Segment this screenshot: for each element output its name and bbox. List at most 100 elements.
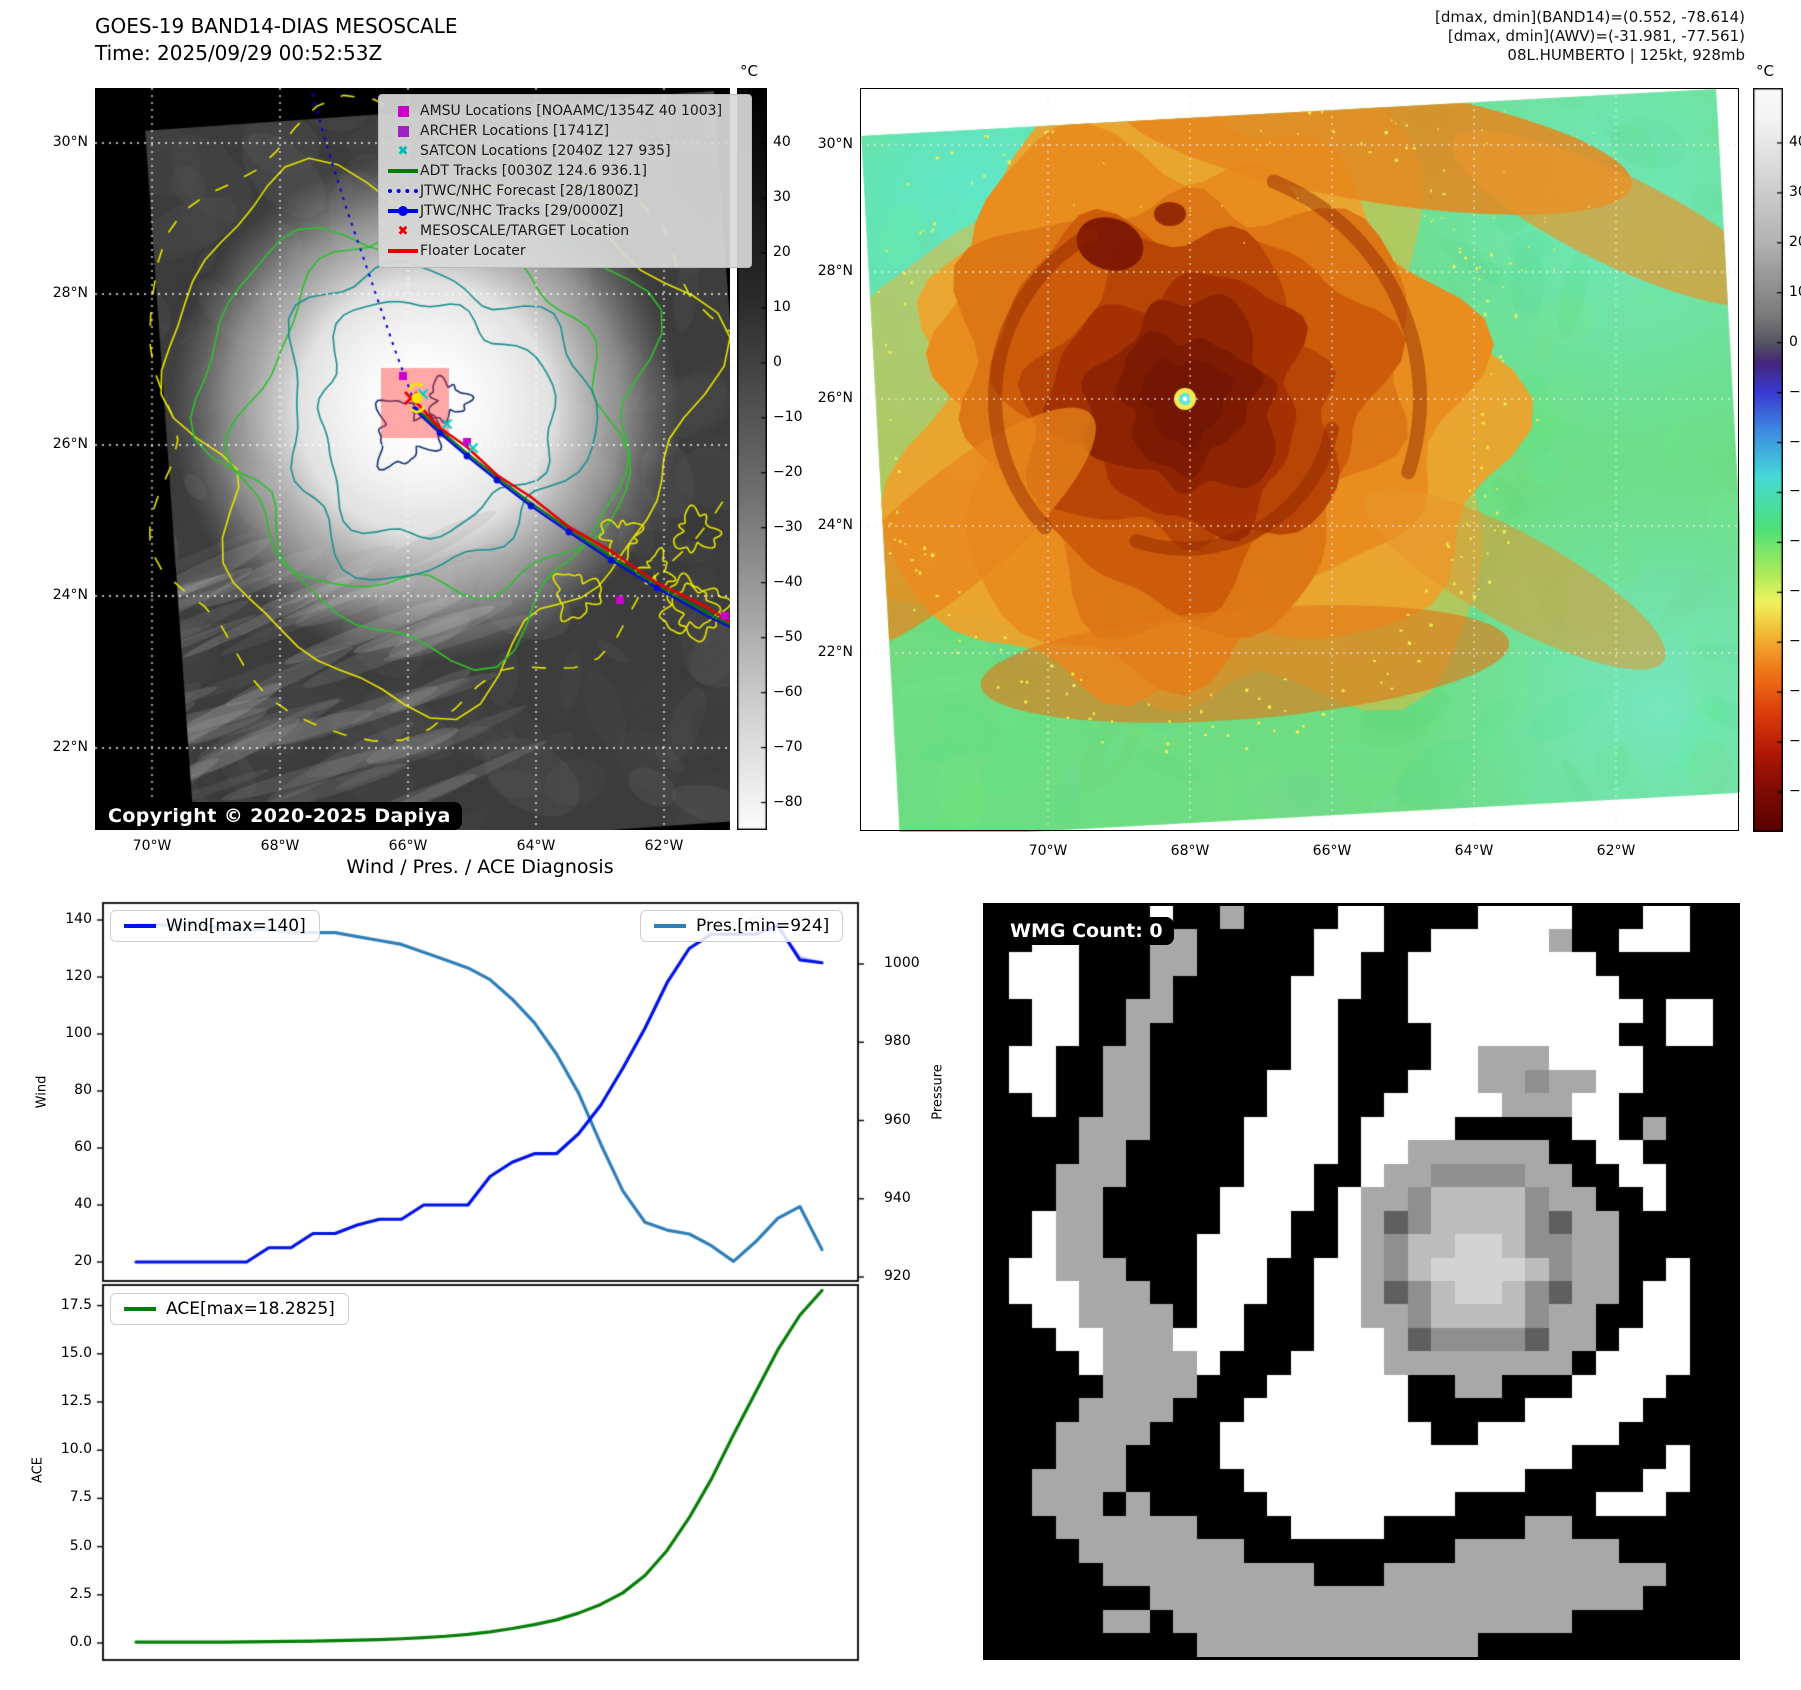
tr-colorbar-tick-label: 40 xyxy=(1789,133,1801,150)
tr-lon-tick-label: 64°W xyxy=(1454,843,1494,859)
legend-row: ARCHER Locations [1741Z] xyxy=(386,121,742,141)
tr-lon-tick-label: 62°W xyxy=(1596,843,1636,859)
legend-row: Floater Locater xyxy=(386,241,742,261)
legend-row: ADT Tracks [0030Z 124.6 936.1] xyxy=(386,161,742,181)
tr-lat-tick-label: 26°N xyxy=(817,390,853,406)
wind-ytick-label: 60 xyxy=(74,1139,92,1155)
dot-part xyxy=(398,206,408,216)
tl-subtitle: Time: 2025/09/29 00:52:53Z xyxy=(95,41,383,65)
legend-item-label: MESOSCALE/TARGET Location xyxy=(420,223,630,239)
pres-legend-line-swatch xyxy=(654,924,686,928)
tl-lon-tick-label: 68°W xyxy=(260,838,300,854)
legend-row: ✖ MESOSCALE/TARGET Location xyxy=(386,221,742,241)
wind-legend-line-swatch xyxy=(124,924,156,928)
pressure-ylabel: Pressure xyxy=(930,1064,946,1120)
legend-marker-square xyxy=(386,125,420,137)
legend-row: ✖ SATCON Locations [2040Z 127 935] xyxy=(386,141,742,161)
legend-item-label: ADT Tracks [0030Z 124.6 936.1] xyxy=(420,163,647,179)
tl-lat-tick-label: 28°N xyxy=(52,285,88,301)
legend-marker-line xyxy=(386,249,420,253)
legend-item-label: AMSU Locations [NOAAMC/1354Z 40 1003] xyxy=(420,103,723,119)
legend-marker-x: ✖ xyxy=(386,144,420,159)
tl-colorbar-tick-label: −40 xyxy=(773,573,803,590)
ace-ytick-label: 10.0 xyxy=(60,1441,92,1458)
tr-colorbar-tick-label: −90 xyxy=(1789,783,1801,800)
tr-header-line1: [dmax, dmin](BAND14)=(0.552, -78.614) xyxy=(1434,8,1745,26)
tr-lon-tick-label: 68°W xyxy=(1170,843,1210,859)
x-marker-icon: ✖ xyxy=(397,223,409,239)
wind-ytick-label: 120 xyxy=(65,968,92,984)
tr-lon-tick-label: 70°W xyxy=(1028,843,1068,859)
tr-lat-tick-label: 24°N xyxy=(817,517,853,533)
tl-title: GOES-19 BAND14-DIAS MESOSCALE xyxy=(95,14,458,38)
tr-colorbar-unit: °C xyxy=(1756,62,1774,80)
ace-ytick-label: 5.0 xyxy=(69,1537,92,1554)
tr-colorbar-tick-label: −70 xyxy=(1789,683,1801,700)
ace-ytick-label: 2.5 xyxy=(69,1585,92,1602)
tl-lat-tick-label: 30°N xyxy=(52,134,88,150)
tl-colorbar-tick-label: 30 xyxy=(773,188,791,205)
wind-legend: Wind[max=140] xyxy=(110,910,320,942)
pres-legend-label: Pres.[min=924] xyxy=(696,916,830,936)
legend-marker-x: ✖ xyxy=(386,224,420,239)
ace-chart-canvas xyxy=(85,1277,885,1668)
tl-colorbar-tick-label: 20 xyxy=(773,243,791,260)
tr-header: [dmax, dmin](BAND14)=(0.552, -78.614) [d… xyxy=(1435,8,1745,65)
tl-colorbar-tick-label: −20 xyxy=(773,463,803,480)
ace-ytick-label: 0.0 xyxy=(69,1634,92,1650)
dotted-line-marker-icon xyxy=(388,189,418,193)
legend-row: AMSU Locations [NOAAMC/1354Z 40 1003] xyxy=(386,101,742,121)
legend-item-label: Floater Locater xyxy=(420,243,526,259)
pres-legend: Pres.[min=924] xyxy=(640,910,844,942)
pressure-ytick-label: 1000 xyxy=(884,955,920,971)
copyright-badge: Copyright © 2020-2025 Dapiya xyxy=(97,802,462,830)
legend-marker-square xyxy=(386,105,420,117)
pressure-ytick-label: 960 xyxy=(884,1111,911,1128)
tl-colorbar-tick-label: −70 xyxy=(773,738,803,755)
tl-lon-tick-label: 70°W xyxy=(132,838,172,854)
wmg-grid-canvas xyxy=(986,906,1737,1657)
tl-colorbar-unit: °C xyxy=(740,62,758,80)
tr-colorbar-tick-label: 20 xyxy=(1789,233,1801,250)
ace-legend-line-swatch xyxy=(124,1307,156,1311)
tl-colorbar-tick-label: 0 xyxy=(773,353,782,370)
tr-colorbar-canvas xyxy=(1753,88,1783,832)
legend-marker-line xyxy=(386,169,420,173)
legend-item-label: JTWC/NHC Tracks [29/0000Z] xyxy=(420,203,624,219)
tr-colorbar-tick-label: −80 xyxy=(1789,733,1801,750)
line-marker-icon xyxy=(388,169,418,173)
charts-title: Wind / Pres. / ACE Diagnosis xyxy=(346,856,614,878)
tr-lat-tick-label: 28°N xyxy=(817,263,853,279)
line-marker-icon xyxy=(388,249,418,253)
tr-colorbar-tick-label: −60 xyxy=(1789,633,1801,650)
legend-marker-line-dot xyxy=(386,206,420,216)
legend-row: JTWC/NHC Tracks [29/0000Z] xyxy=(386,201,742,221)
ace-ytick-label: 12.5 xyxy=(60,1393,92,1409)
tr-colorbar-tick-label: −30 xyxy=(1789,483,1801,500)
legend-marker-dotted xyxy=(386,189,420,193)
wind-legend-label: Wind[max=140] xyxy=(166,916,306,936)
ace-legend-label: ACE[max=18.2825] xyxy=(166,1299,335,1319)
pressure-ytick-label: 980 xyxy=(884,1033,911,1050)
legend-item-label: SATCON Locations [2040Z 127 935] xyxy=(420,143,671,159)
tl-colorbar-tick-label: 10 xyxy=(773,298,791,315)
square-marker-icon xyxy=(397,125,409,137)
tl-colorbar-tick-label: −50 xyxy=(773,628,803,645)
tr-colorbar-tick-label: −10 xyxy=(1789,383,1801,400)
line-dot-marker-icon xyxy=(388,206,418,216)
wind-ytick-label: 40 xyxy=(74,1196,92,1212)
tr-colorbar-tick-label: 10 xyxy=(1789,283,1801,300)
wmg-panel xyxy=(983,903,1740,1660)
tr-header-line3: 08L.HUMBERTO | 125kt, 928mb xyxy=(1507,46,1745,64)
tl-lon-tick-label: 62°W xyxy=(644,838,684,854)
ace-ytick-label: 15.0 xyxy=(60,1344,92,1361)
legend-item-label: ARCHER Locations [1741Z] xyxy=(420,123,610,139)
wind-ytick-label: 140 xyxy=(65,911,92,927)
tr-ir-map-canvas xyxy=(860,88,1740,832)
pressure-ytick-label: 920 xyxy=(884,1268,911,1284)
tr-lat-tick-label: 22°N xyxy=(817,644,853,660)
pressure-ytick-label: 940 xyxy=(884,1189,911,1206)
tl-lat-tick-label: 26°N xyxy=(52,436,88,452)
tl-lat-tick-label: 22°N xyxy=(52,739,88,755)
